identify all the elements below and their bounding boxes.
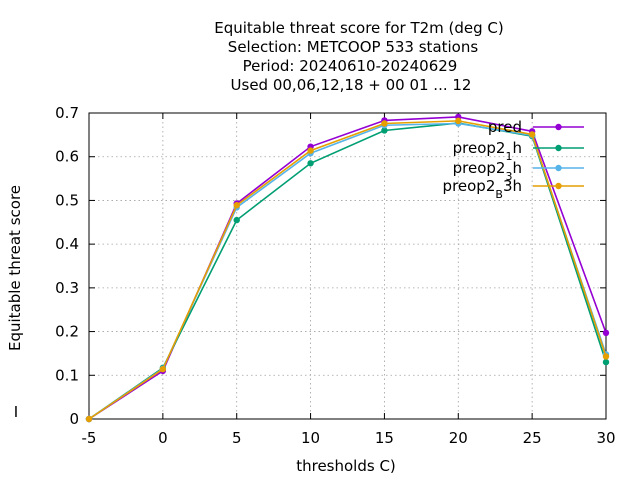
chart-title: Equitable threat score for T2m (deg C) S… — [214, 19, 504, 94]
legend-label: preop23h — [453, 159, 522, 183]
series-pred — [85, 113, 610, 423]
x-axis-label: thresholds C) — [296, 457, 396, 475]
data-point — [602, 329, 610, 337]
series-line — [88, 122, 607, 420]
series-line — [88, 120, 607, 420]
data-point — [381, 127, 388, 134]
data-point — [159, 365, 167, 373]
data-point — [455, 117, 462, 125]
y-tick-label: 0.2 — [55, 323, 79, 341]
data-point — [528, 131, 536, 138]
side-mark: I — [14, 403, 18, 421]
legend-entry-preop2_3h: preop23h — [453, 159, 584, 183]
data-point — [233, 202, 240, 209]
data-point — [602, 358, 610, 366]
x-tick-label: 5 — [232, 429, 242, 447]
title-line-1: Equitable threat score for T2m (deg C) — [214, 19, 504, 37]
series-line — [88, 122, 607, 420]
series-preop2_1h — [85, 119, 610, 423]
y-tick-label: 0.3 — [55, 279, 79, 297]
legend-label: pred — [488, 118, 522, 136]
legend-swatch-point — [555, 144, 562, 152]
x-tick-label: 10 — [301, 429, 320, 447]
title-line-3: Period: 20240610-20240629 — [243, 57, 458, 75]
plot-frame — [88, 112, 607, 420]
data-point — [307, 147, 314, 154]
legend-swatch-point — [555, 182, 562, 190]
legend-label: preop2B3h — [443, 177, 522, 201]
series-preop2_B3h — [85, 117, 610, 423]
series-group — [85, 113, 610, 423]
data-point — [233, 216, 240, 224]
data-point — [602, 353, 610, 360]
legend-entry-preop2_1h: preop21h — [453, 139, 584, 163]
y-tick-label: 0.4 — [55, 235, 79, 253]
y-tick-label: 0.7 — [55, 104, 79, 122]
grid — [89, 113, 606, 419]
legend-entry-pred: pred — [488, 118, 584, 136]
series-preop2_3h — [85, 120, 610, 423]
x-tick-label: 25 — [523, 429, 542, 447]
y-tick-label: 0.5 — [55, 191, 79, 209]
data-point — [381, 120, 388, 127]
y-axis-label: Equitable threat score — [6, 185, 24, 351]
y-tick-label: 0.6 — [55, 148, 79, 166]
data-point — [307, 160, 314, 167]
legend-swatch-point — [555, 164, 562, 172]
x-tick-label: 30 — [596, 429, 615, 447]
data-point — [85, 415, 93, 423]
legend-entry-preop2_B3h: preop2B3h — [443, 177, 584, 201]
x-tick-label: 0 — [158, 429, 168, 447]
legend-label: preop21h — [453, 139, 522, 163]
x-tick-label: -5 — [82, 429, 97, 447]
y-tick-label: 0.1 — [55, 366, 79, 384]
legend-swatch-point — [555, 123, 562, 131]
x-tick-label: 20 — [449, 429, 468, 447]
title-line-4: Used 00,06,12,18 + 00 01 ... 12 — [231, 76, 472, 94]
title-line-2: Selection: METCOOP 533 stations — [228, 38, 479, 56]
series-line — [88, 116, 607, 420]
x-tick-label: 15 — [375, 429, 394, 447]
y-tick-label: 0 — [69, 410, 79, 428]
